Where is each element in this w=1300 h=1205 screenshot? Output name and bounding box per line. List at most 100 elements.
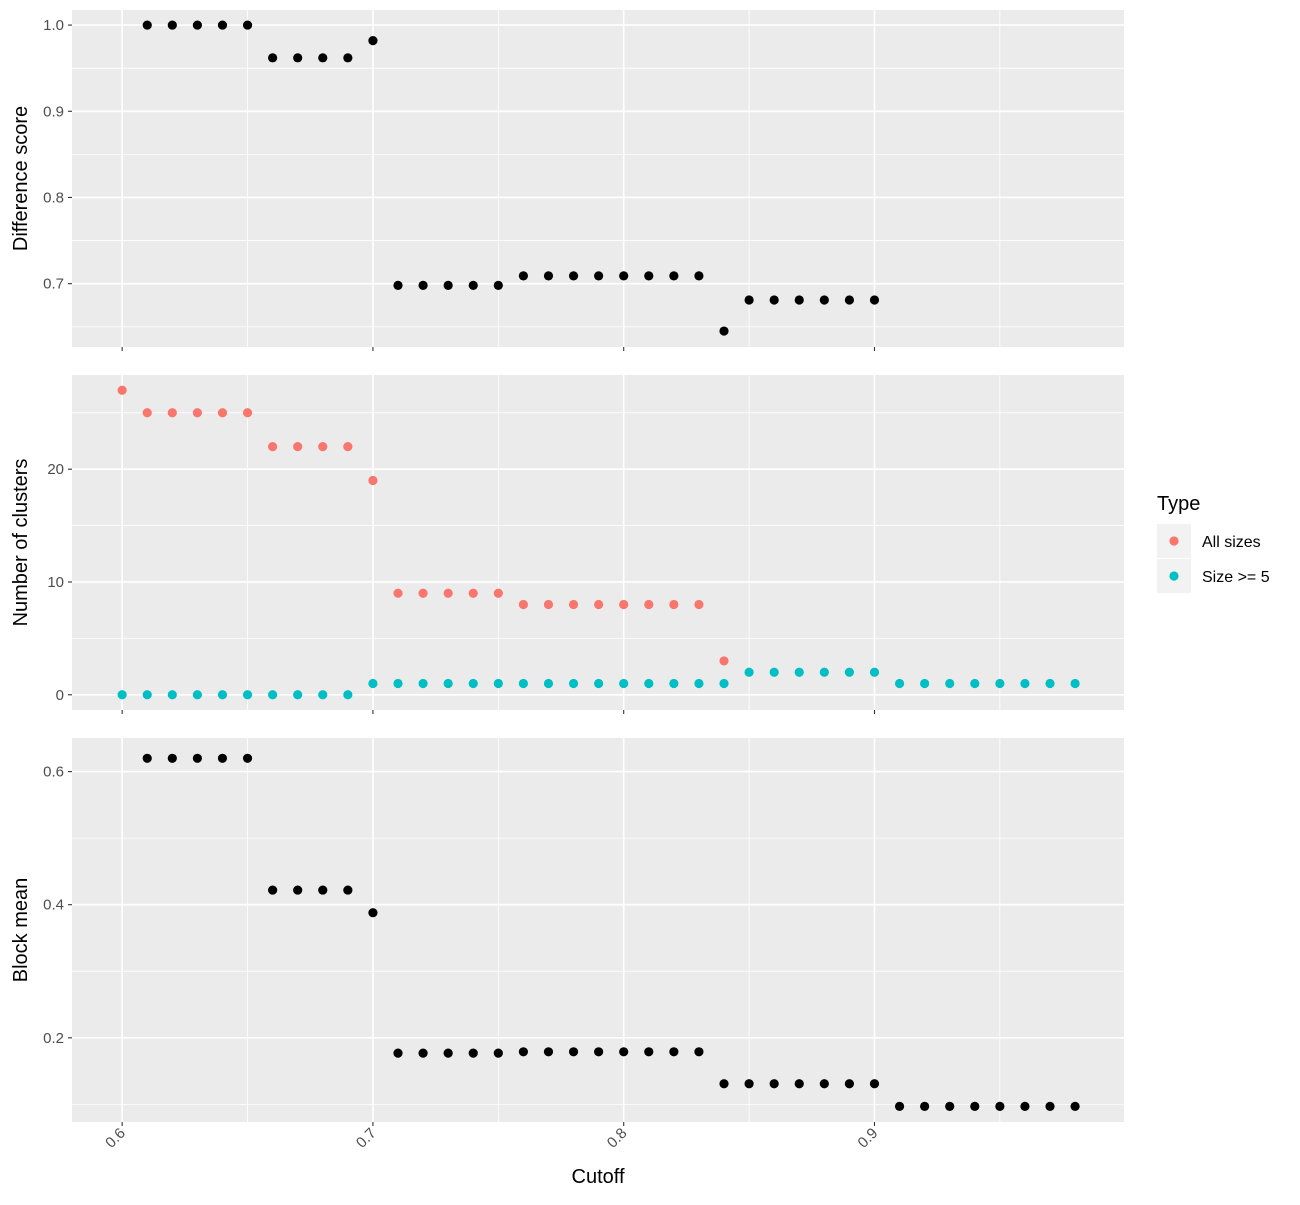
data-point (493, 678, 503, 689)
data-point (568, 678, 579, 689)
series-points (142, 20, 880, 336)
legend-label-all-sizes: All sizes (1202, 534, 1261, 551)
data-point (493, 280, 503, 290)
data-point (594, 678, 604, 689)
data-point (568, 271, 579, 281)
data-point (217, 690, 228, 700)
x-axis-title: Cutoff (572, 1166, 625, 1188)
data-point (694, 678, 704, 689)
data-point (920, 678, 930, 689)
legend-title: Type (1157, 493, 1200, 515)
data-point (644, 678, 654, 689)
data-point (167, 690, 177, 700)
data-point (894, 1101, 905, 1111)
data-point (568, 1047, 579, 1057)
data-point (268, 885, 278, 895)
x-tick-label: 0.7 (353, 1125, 380, 1152)
data-point (167, 753, 177, 763)
data-point (192, 20, 202, 30)
x-tick-label: 0.8 (604, 1125, 631, 1152)
data-point (869, 295, 880, 305)
y-tick-label: 0.2 (43, 1030, 64, 1047)
data-point (393, 588, 403, 598)
data-point (418, 280, 428, 290)
data-point (518, 599, 528, 610)
data-point (242, 690, 253, 700)
panels-layer: 0.7 0.8 0.9 1.0 Difference score 0 10 20 Number … (10, 10, 1124, 1188)
data-point (744, 295, 754, 305)
data-point (418, 1048, 428, 1058)
data-point (594, 599, 604, 610)
data-point (970, 678, 980, 689)
data-point (719, 1079, 729, 1089)
data-point (1020, 1101, 1030, 1111)
data-point (869, 1079, 880, 1089)
legend-marker-size-ge-5 (1169, 571, 1179, 581)
data-point (794, 667, 804, 677)
data-point (217, 20, 228, 30)
data-point (167, 20, 177, 30)
data-point (669, 271, 679, 281)
data-point (468, 588, 478, 598)
data-point (694, 271, 704, 281)
data-point (217, 753, 228, 763)
data-point (268, 442, 278, 452)
data-point (619, 599, 629, 610)
data-point (769, 1079, 779, 1089)
data-point (769, 667, 779, 677)
data-point (945, 678, 955, 689)
data-point (318, 53, 328, 63)
legend-label-size-ge-5: Size >= 5 (1202, 569, 1270, 586)
data-point (869, 667, 880, 677)
data-point (192, 408, 202, 418)
data-point (293, 885, 303, 895)
data-point (819, 1079, 829, 1089)
data-point (468, 280, 478, 290)
panel-middle: 0 10 20 Number of clusters (10, 375, 1124, 714)
data-point (744, 1079, 754, 1089)
data-point (995, 1101, 1005, 1111)
y-tick-label: 10 (47, 574, 64, 591)
data-point (443, 280, 453, 290)
data-point (844, 667, 855, 677)
data-point (443, 678, 453, 689)
data-point (694, 1047, 704, 1057)
data-point (543, 678, 554, 689)
data-point (393, 1048, 403, 1058)
x-tick-label: 0.6 (102, 1125, 129, 1152)
y-tick-label: 0.6 (43, 764, 64, 781)
data-point (644, 1047, 654, 1057)
data-point (594, 271, 604, 281)
data-point (192, 690, 202, 700)
y-axis-title: Number of clusters (10, 459, 32, 627)
data-point (142, 408, 152, 418)
data-point (844, 295, 855, 305)
data-point (368, 35, 378, 46)
data-point (1045, 678, 1055, 689)
data-point (719, 326, 729, 336)
data-point (468, 1048, 478, 1058)
legend-item-size-ge-5: Size >= 5 (1157, 559, 1270, 593)
data-point (293, 690, 303, 700)
data-point (268, 53, 278, 63)
data-point (543, 599, 554, 610)
data-point (894, 678, 905, 689)
data-point (719, 678, 729, 689)
data-point (518, 678, 528, 689)
data-point (217, 408, 228, 418)
data-point (142, 753, 152, 763)
data-point (318, 690, 328, 700)
legend: Type All sizes Size >= 5 (1157, 493, 1270, 593)
y-tick-label: 0 (56, 687, 64, 704)
data-point (920, 1101, 930, 1111)
data-point (242, 753, 253, 763)
data-point (669, 678, 679, 689)
data-point (468, 678, 478, 689)
data-point (418, 588, 428, 598)
panel-background (72, 375, 1124, 710)
y-axis-title: Difference score (10, 106, 32, 251)
data-point (368, 908, 378, 918)
data-point (1020, 678, 1030, 689)
y-tick-label: 0.7 (43, 276, 64, 293)
